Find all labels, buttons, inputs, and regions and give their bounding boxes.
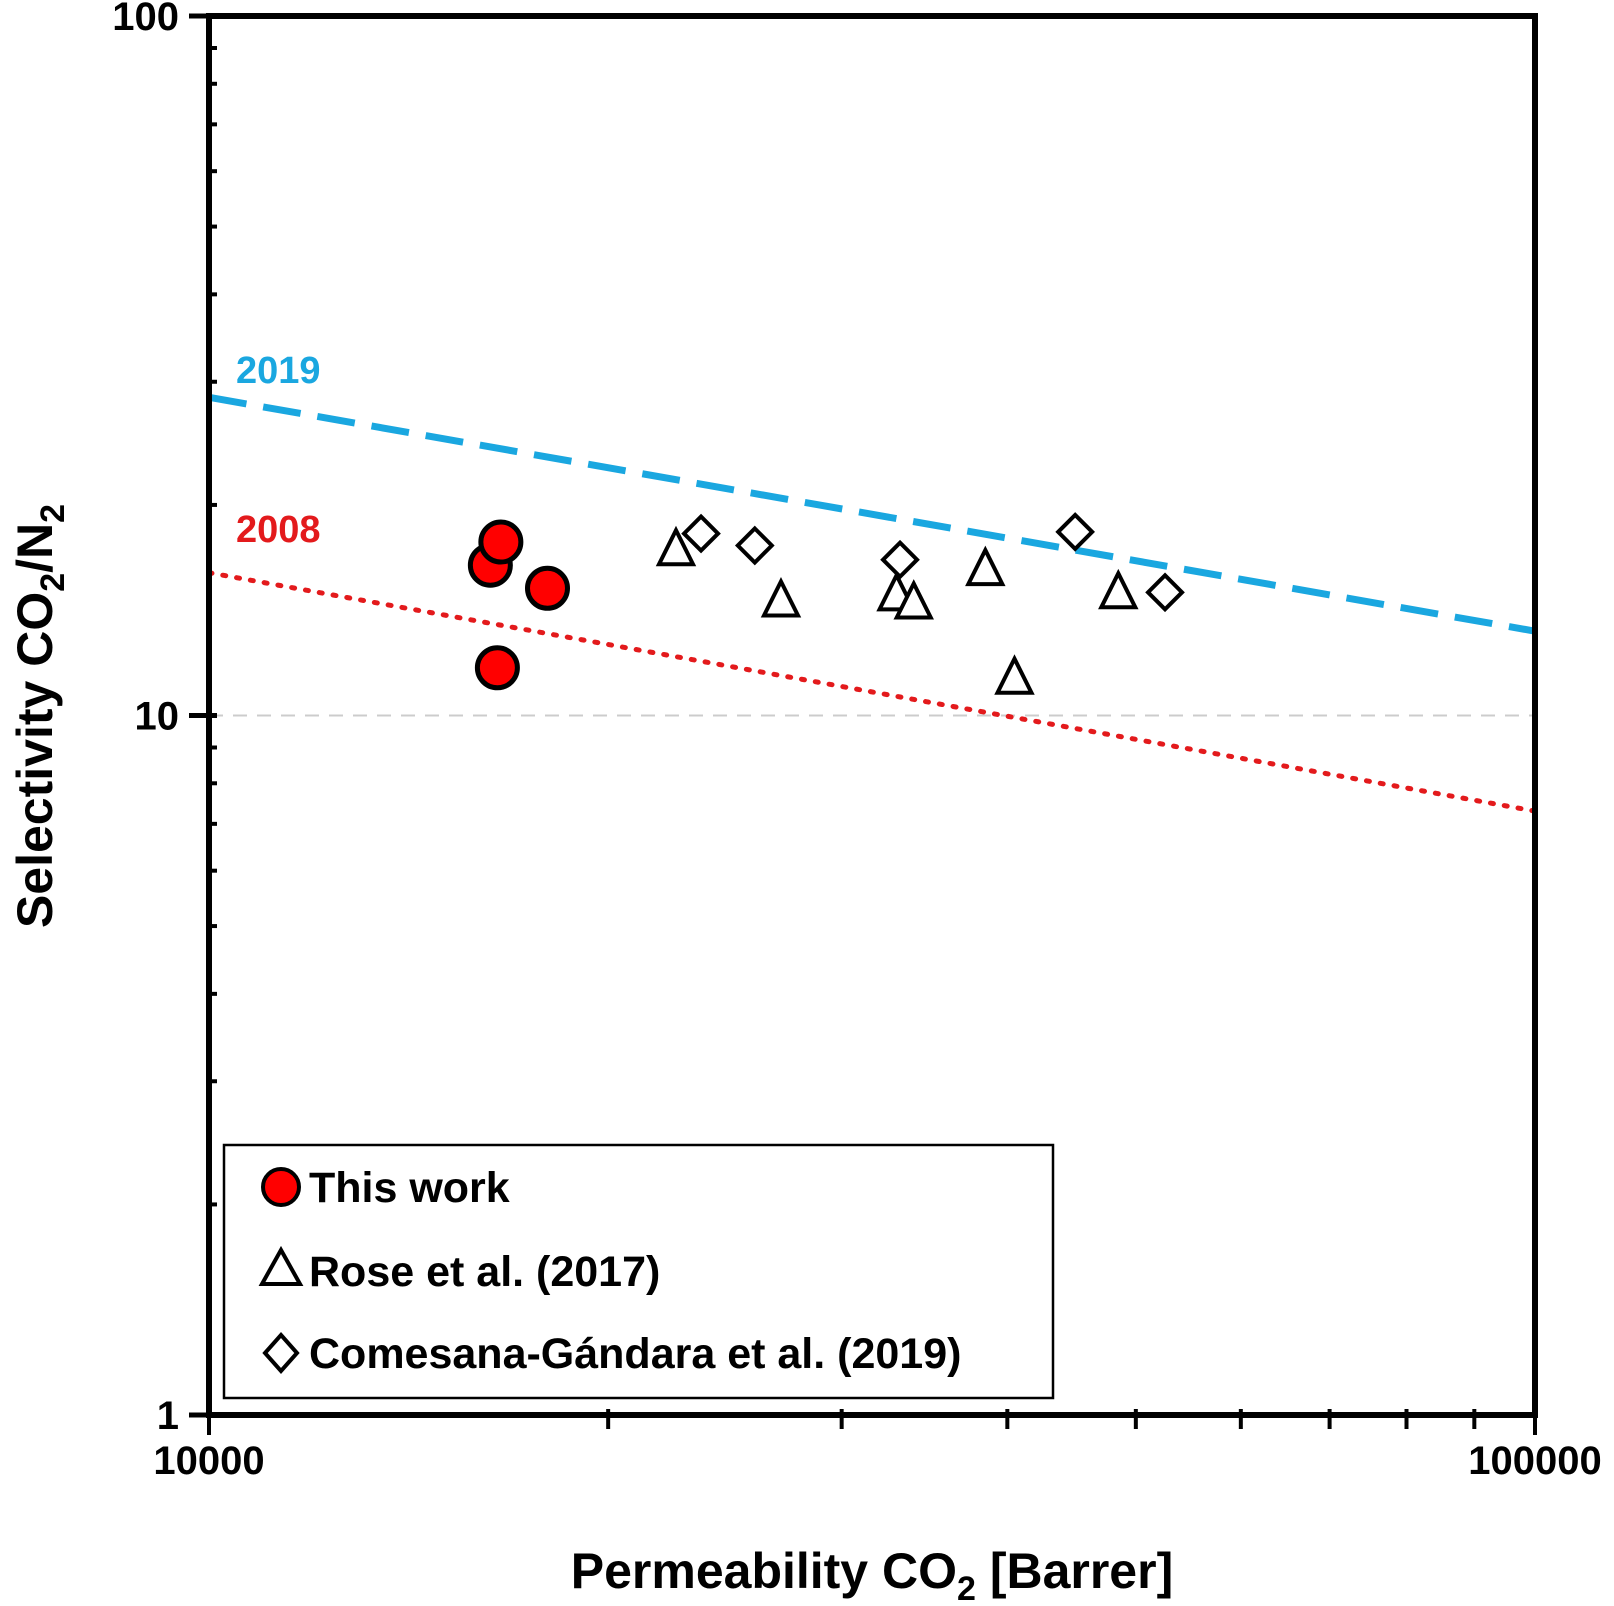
legend-marker-circle — [261, 1167, 301, 1207]
y-axis-title: Selectivity CO2/N2 — [7, 504, 72, 928]
point-rose-2017 — [760, 576, 802, 618]
y-tick-label: 1 — [157, 1394, 179, 1438]
axis-ticks — [189, 13, 1537, 1435]
reference-line-2008 — [206, 570, 1538, 814]
point-comesana-2019 — [1145, 572, 1185, 613]
x-axis-title-rest: [Barrer] — [976, 1543, 1173, 1599]
point-rose-2017 — [655, 525, 697, 567]
y-tick-label: 10 — [135, 695, 180, 739]
point-rose-2017 — [965, 545, 1006, 587]
point-rose-2017 — [893, 579, 934, 620]
legend-box — [222, 1143, 1055, 1400]
x-axis-title-sub: 2 — [957, 1570, 976, 1606]
point-comesana-2019 — [1055, 512, 1095, 552]
x-axis-title-main: Permeability CO — [571, 1543, 957, 1599]
x-tick-label: 10000 — [153, 1439, 264, 1483]
point-comesana-2019 — [880, 539, 920, 580]
point-rose-2017 — [994, 654, 1035, 695]
y-axis-title-sub2: 2 — [34, 504, 72, 523]
y-axis-title-a: Selectivity CO — [7, 592, 63, 928]
reference-line-2019 — [208, 393, 1536, 635]
point-this-work — [524, 565, 570, 611]
legend-entry-rose: Rose et al. (2017) — [309, 1248, 660, 1296]
point-comesana-2019 — [681, 513, 721, 554]
legend-marker-triangle — [258, 1245, 304, 1286]
x-axis-title: Permeability CO2 [Barrer] — [571, 1543, 1173, 1606]
reference-lines — [206, 393, 1538, 814]
legend: This work Rose et al. (2017) Comesana-Gá… — [222, 1143, 1055, 1400]
tick-labels: 10000 100000 1 10 100 — [112, 0, 1601, 1483]
line-label-2019: 2019 — [236, 350, 321, 392]
point-comesana-2019 — [734, 525, 775, 566]
line-label-2008: 2008 — [236, 509, 321, 551]
y-axis-title-sub1: 2 — [34, 573, 72, 592]
data-points — [467, 512, 1185, 695]
x-tick-label: 100000 — [1468, 1439, 1601, 1483]
point-rose-2017 — [1098, 568, 1139, 610]
y-tick-label: 100 — [112, 0, 179, 39]
point-this-work — [478, 519, 524, 565]
point-this-work — [474, 645, 520, 691]
legend-marker-diamond — [262, 1331, 300, 1375]
legend-entry-this-work: This work — [309, 1164, 510, 1212]
legend-entry-comesana: Comesana-Gándara et al. (2019) — [309, 1330, 961, 1378]
y-axis-title-b: /N — [7, 523, 63, 573]
